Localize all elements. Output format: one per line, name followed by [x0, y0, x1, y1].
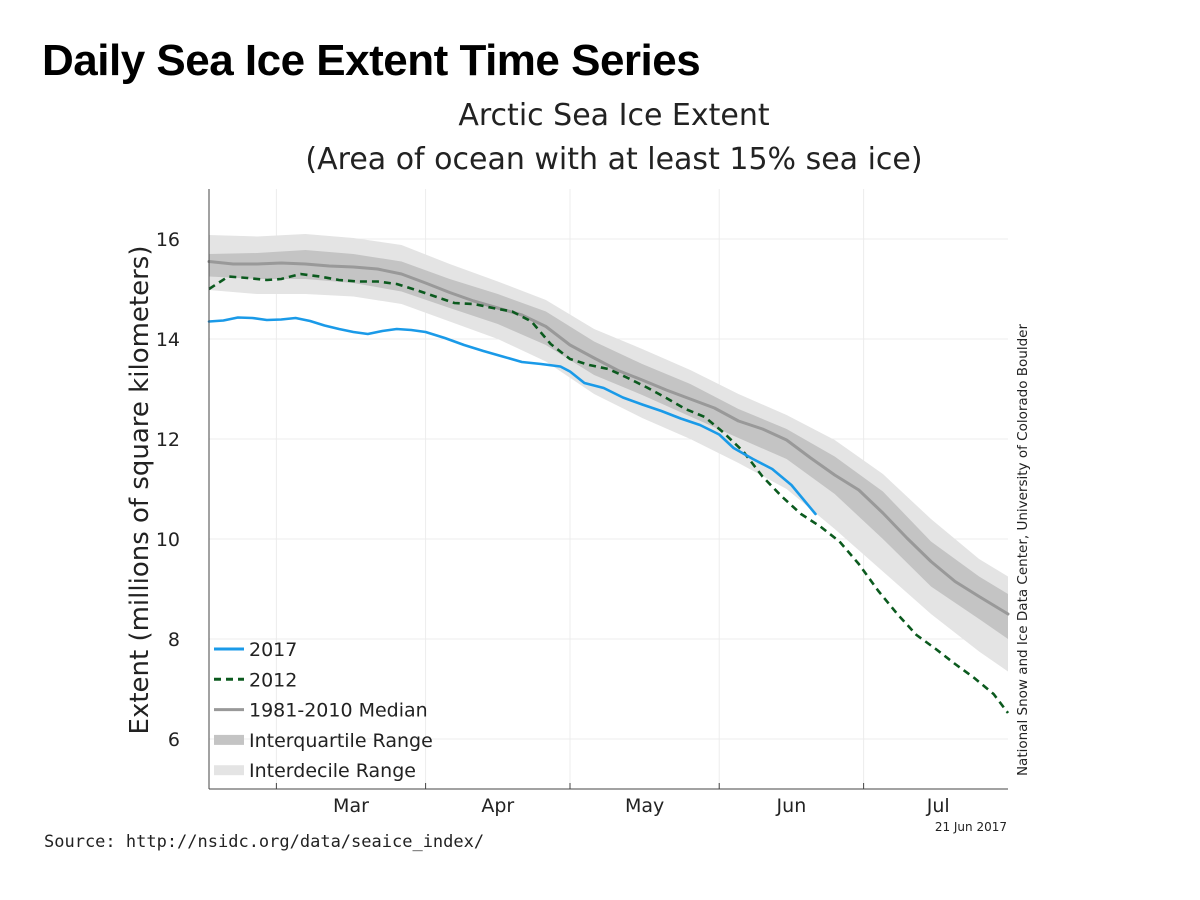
x-tick-label: May [625, 795, 664, 817]
x-tick-label: Jun [776, 795, 807, 817]
chart-title: Arctic Sea Ice Extent [458, 98, 770, 133]
y-tick-label: 14 [156, 329, 180, 351]
y-tick-label: 10 [156, 529, 180, 551]
band-layer [209, 234, 1008, 672]
legend-label: 1981-2010 Median [249, 700, 428, 722]
date-stamp: 21 Jun 2017 [935, 820, 1007, 834]
x-tick-label: Apr [481, 795, 514, 817]
legend-swatch [214, 734, 244, 745]
y-tick-label: 12 [156, 429, 180, 451]
legend-swatch [214, 765, 244, 776]
legend-label: 2012 [249, 669, 297, 691]
y-tick-label: 16 [156, 229, 180, 251]
interdecile-band [209, 234, 1008, 672]
chart-subtitle: (Area of ocean with at least 15% sea ice… [305, 142, 923, 177]
legend-label: 2017 [249, 639, 297, 661]
axis-layer: 6 8 10 12 14 16 Mar Apr May Jun Jul [156, 189, 1008, 817]
series-2017-line [207, 316, 817, 516]
source-note: Source: http://nsidc.org/data/seaice_ind… [44, 832, 485, 852]
page-title: Daily Sea Ice Extent Time Series [42, 36, 701, 85]
legend-label: Interquartile Range [249, 730, 433, 752]
y-tick-label: 8 [168, 629, 180, 651]
series-2012-line [208, 272, 1010, 714]
y-tick-label: 6 [168, 729, 180, 751]
legend-layer: 2017 2012 1981-2010 Median Interquartile Ra… [214, 639, 433, 782]
x-tick-label: Jul [926, 795, 950, 817]
y-axis-title: Extent (millions of square kilometers) [125, 246, 155, 735]
line-layer [207, 260, 1010, 714]
median-line [207, 260, 1010, 616]
x-tick-label: Mar [333, 795, 369, 817]
interquartile-band [209, 250, 1008, 639]
credit-text: National Snow and Ice Data Center, Unive… [1015, 324, 1031, 777]
legend-label: Interdecile Range [249, 760, 416, 782]
